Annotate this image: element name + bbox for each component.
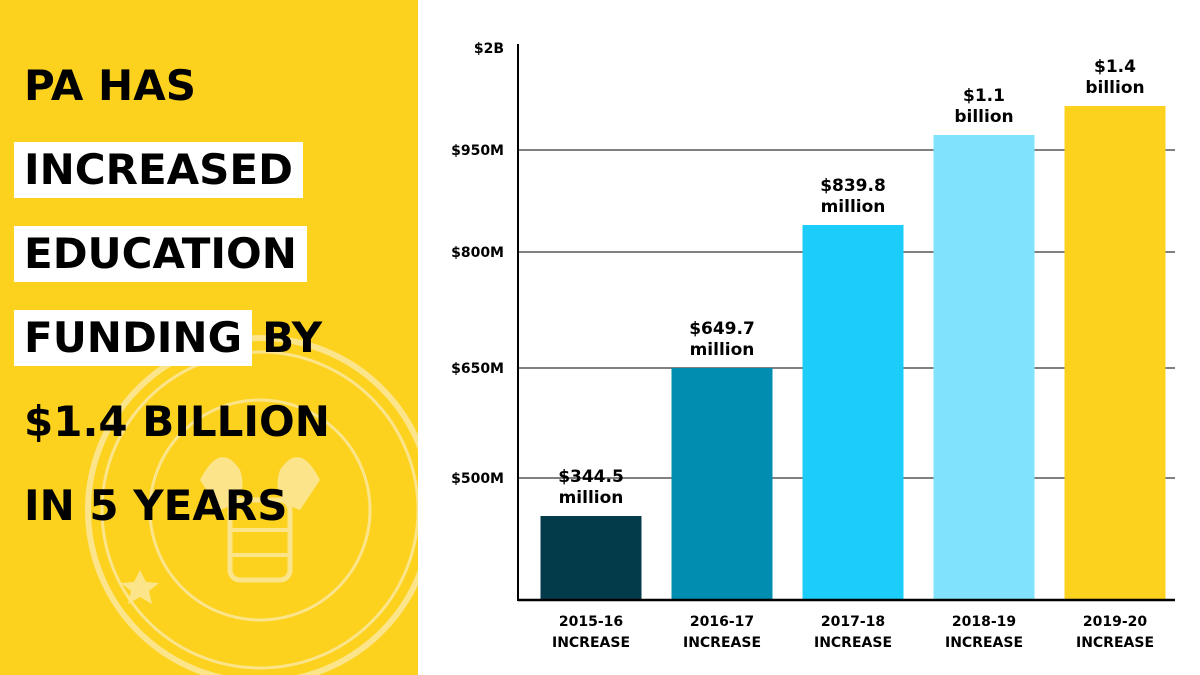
headline-text: IN 5 YEARS: [24, 481, 288, 530]
y-tick-label: $950M: [451, 143, 504, 159]
headline-line: PA HAS: [14, 58, 414, 114]
pennsylvania-seal-watermark: [85, 335, 418, 675]
x-tick-label: 2016-17: [690, 614, 754, 630]
x-tick-label: INCREASE: [814, 635, 892, 651]
x-tick-label: INCREASE: [683, 635, 761, 651]
headline-text: INCREASED: [14, 142, 303, 198]
data-label: million: [821, 197, 886, 217]
data-label: $344.5: [558, 467, 624, 487]
bar: [671, 368, 773, 600]
title-panel: PA HAS INCREASED EDUCATION FUNDING BY $1.4 BI…: [0, 0, 418, 675]
bar: [933, 135, 1035, 600]
data-label: $839.8: [820, 176, 886, 196]
bar: [1064, 106, 1166, 600]
x-tick-label: 2018-19: [952, 614, 1016, 630]
x-tick-label: INCREASE: [945, 635, 1023, 651]
x-tick-label: INCREASE: [1076, 635, 1154, 651]
data-label: $1.4: [1094, 57, 1136, 77]
headline-text: FUNDING: [14, 310, 253, 366]
headline-text: EDUCATION: [14, 226, 307, 282]
data-label: million: [690, 340, 755, 360]
headline-line: FUNDING BY: [14, 310, 414, 366]
bar: [540, 516, 642, 600]
data-label: $649.7: [689, 319, 755, 339]
x-tick-label: INCREASE: [552, 635, 630, 651]
headline-line: INCREASED: [14, 142, 414, 198]
headline-line: EDUCATION: [14, 226, 414, 282]
headline-line: $1.4 BILLION: [14, 394, 414, 450]
y-tick-label: $800M: [451, 245, 504, 261]
data-label: $1.1: [963, 86, 1005, 106]
data-label: million: [559, 488, 624, 508]
bar: [802, 225, 904, 600]
headline-line: IN 5 YEARS: [14, 478, 414, 534]
headline-text: BY: [262, 313, 323, 362]
data-label: billion: [1085, 78, 1144, 98]
x-tick-label: 2015-16: [559, 614, 623, 630]
y-tick-label: $500M: [451, 471, 504, 487]
data-label: billion: [954, 107, 1013, 127]
headline-text: PA HAS: [24, 61, 196, 110]
y-tick-label: $650M: [451, 361, 504, 377]
headline: PA HAS INCREASED EDUCATION FUNDING BY $1.4 BI…: [14, 58, 414, 562]
x-tick-label: 2017-18: [821, 614, 885, 630]
y-tick-label: $2B: [474, 41, 504, 57]
headline-text: $1.4 BILLION: [24, 397, 330, 446]
x-tick-label: 2019-20: [1083, 614, 1148, 630]
